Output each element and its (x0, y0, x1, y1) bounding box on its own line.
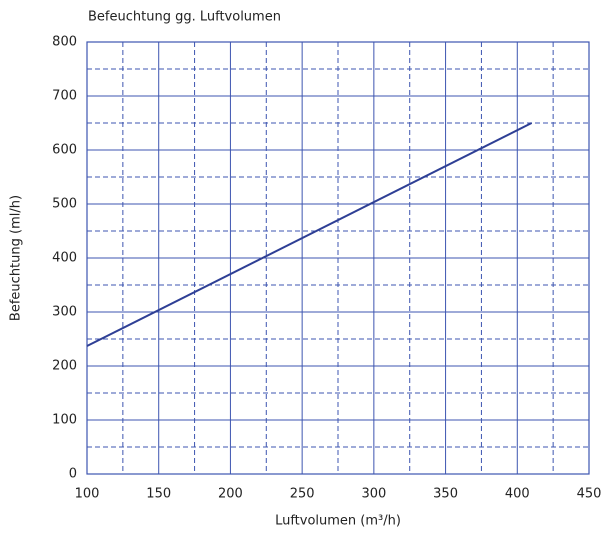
y-tick-label: 800 (52, 35, 77, 50)
y-axis-label: Befeuchtung (ml/h) (9, 195, 24, 321)
data-line (86, 122, 533, 347)
x-tick-label: 100 (75, 487, 100, 502)
x-tick-label: 350 (433, 487, 458, 502)
x-tick-label: 400 (505, 487, 530, 502)
x-tick-label: 200 (218, 487, 243, 502)
x-tick-label: 250 (290, 487, 315, 502)
chart-title: Befeuchtung gg. Luftvolumen (88, 10, 281, 25)
y-tick-label: 600 (52, 143, 77, 158)
y-tick-label: 0 (69, 467, 77, 482)
x-tick-label: 300 (361, 487, 386, 502)
y-tick-label: 700 (52, 89, 77, 104)
x-axis-label: Luftvolumen (m³/h) (275, 514, 401, 529)
y-tick-label: 400 (52, 251, 77, 266)
y-tick-label: 500 (52, 197, 77, 212)
y-tick-label: 100 (52, 413, 77, 428)
plot-border (86, 41, 590, 475)
y-tick-label: 300 (52, 305, 77, 320)
x-tick-label: 450 (577, 487, 602, 502)
x-tick-label: 150 (146, 487, 171, 502)
y-tick-label: 200 (52, 359, 77, 374)
